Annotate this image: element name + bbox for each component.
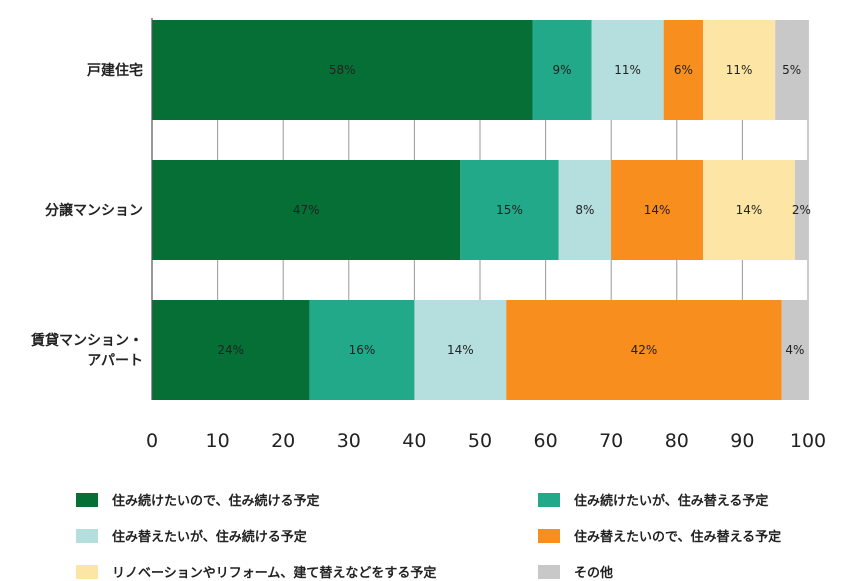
- legend-item-renovation: リノベーションやリフォーム、建て替えなどをする予定: [76, 562, 436, 581]
- category-label: アパート: [87, 353, 143, 369]
- x-tick-label: 50: [468, 430, 492, 452]
- data-label: 4%: [785, 343, 804, 357]
- x-tick-label: 40: [402, 430, 426, 452]
- bar-segment: [460, 160, 559, 260]
- bar-segment: [532, 20, 592, 120]
- data-label: 42%: [631, 343, 658, 357]
- legend-swatch: [538, 528, 560, 543]
- category-label: 賃貸マンション・: [30, 332, 143, 349]
- data-label: 14%: [644, 203, 671, 217]
- data-label: 2%: [792, 203, 811, 217]
- data-label: 16%: [349, 343, 376, 357]
- x-tick-label: 80: [665, 430, 689, 452]
- legend-label: その他: [574, 566, 614, 581]
- bar-segment: [309, 300, 415, 400]
- legend-item-move-move: 住み替えたいので、住み替える予定: [538, 526, 781, 545]
- x-tick-label: 0: [146, 430, 158, 452]
- x-tick-label: 70: [599, 430, 623, 452]
- legend-item-stay-stay: 住み続けたいので、住み続ける予定: [76, 490, 319, 509]
- bar-segment: [414, 300, 507, 400]
- legend-swatch: [538, 564, 560, 579]
- x-tick-label: 90: [730, 430, 754, 452]
- legend-item-stay-move: 住み続けたいが、住み替える予定: [538, 490, 768, 509]
- legend-label: 住み替えたいので、住み替える予定: [574, 530, 782, 545]
- category-label: 戸建住宅: [87, 62, 143, 79]
- bar-segment: [506, 300, 782, 400]
- bar-segment: [794, 160, 808, 260]
- legend-swatch: [76, 564, 98, 579]
- data-label: 14%: [447, 343, 474, 357]
- bar-segment: [152, 160, 461, 260]
- data-label: 47%: [293, 203, 320, 217]
- legend-item-other: その他: [538, 562, 613, 581]
- x-tick-label: 10: [206, 430, 230, 452]
- data-label: 14%: [736, 203, 763, 217]
- data-label: 11%: [614, 63, 641, 77]
- data-label: 5%: [782, 63, 801, 77]
- legend-label: リノベーションやリフォーム、建て替えなどをする予定: [112, 566, 437, 581]
- legend-swatch: [76, 492, 98, 507]
- data-label: 15%: [496, 203, 523, 217]
- bar-segment: [558, 160, 612, 260]
- bar-segment: [703, 20, 776, 120]
- x-tick-label: 30: [337, 430, 361, 452]
- legend-label: 住み続けたいが、住み替える予定: [574, 494, 769, 509]
- legend-swatch: [538, 492, 560, 507]
- data-label: 9%: [552, 63, 571, 77]
- legend-label: 住み続けたいので、住み続ける予定: [112, 494, 320, 509]
- bar-segment: [781, 300, 808, 400]
- x-tick-label: 60: [534, 430, 558, 452]
- bar-segment: [591, 20, 664, 120]
- bar-segment: [703, 160, 795, 260]
- data-label: 58%: [329, 63, 356, 77]
- data-label: 8%: [575, 203, 594, 217]
- category-label: 分譲マンション: [45, 202, 143, 219]
- legend-label: 住み替えたいが、住み続ける予定: [112, 530, 307, 545]
- bar-segment: [663, 20, 704, 120]
- data-label: 6%: [674, 63, 693, 77]
- x-tick-label: 100: [790, 430, 826, 452]
- bar-segment: [152, 20, 533, 120]
- data-label: 11%: [726, 63, 753, 77]
- legend-swatch: [76, 528, 98, 543]
- bar-segment: [775, 20, 808, 120]
- x-tick-label: 20: [271, 430, 295, 452]
- legend-item-move-stay: 住み替えたいが、住み続ける予定: [76, 526, 307, 545]
- bar-segment: [152, 300, 310, 400]
- data-label: 24%: [217, 343, 244, 357]
- bar-segment: [611, 160, 704, 260]
